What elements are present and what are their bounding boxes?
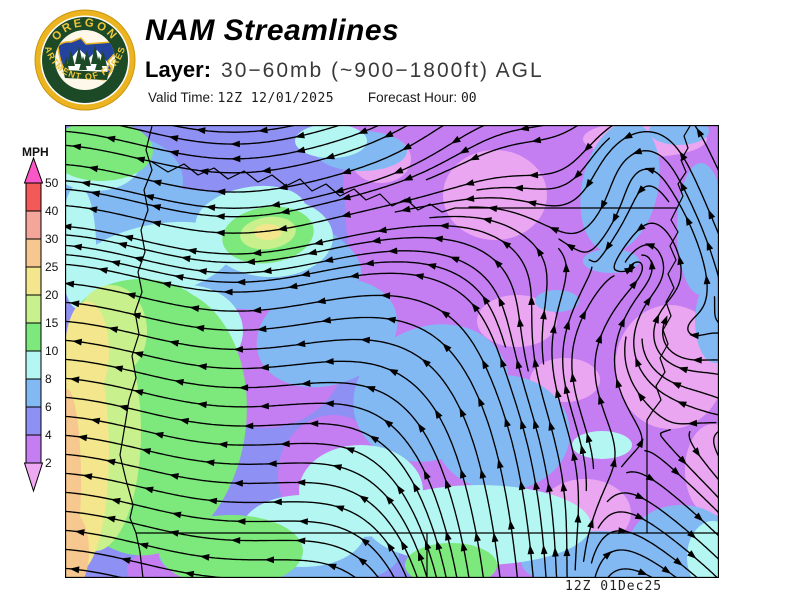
streamline-arrowheads (65, 125, 716, 578)
legend-segment (25, 238, 42, 268)
legend-tick-label: 4 (45, 428, 52, 442)
legend-under-arrow (23, 462, 44, 493)
page-title: NAM Streamlines (145, 14, 400, 47)
legend-segment (25, 378, 42, 408)
forecast-hour-label: Forecast Hour: (367, 90, 458, 105)
map-timestamp: 12Z 01Dec25 (565, 579, 663, 594)
legend-tick-label: 25 (45, 260, 59, 274)
wind-speed-field (65, 125, 719, 578)
forecast-hour-value: 00 (460, 91, 477, 106)
logo-scene (57, 37, 115, 81)
valid-time-label: Valid Time: (148, 90, 214, 105)
legend-tick-label: 15 (45, 316, 59, 330)
legend-segment (25, 182, 42, 212)
legend-title: MPH (22, 145, 49, 159)
streamline-map (65, 125, 719, 578)
logo-ground (63, 70, 109, 80)
legend-tick-label: 6 (45, 400, 52, 414)
legend-tick-label: 40 (45, 204, 59, 218)
wind-speed-legend: MPH 50 40 30 25 20 15 10 8 6 4 2 (22, 145, 59, 493)
logo-trees (63, 45, 107, 70)
legend-tick-label: 50 (45, 176, 59, 190)
layer-label: Layer: (145, 57, 212, 82)
legend-segment (25, 406, 42, 436)
legend-tick-label: 20 (45, 288, 59, 302)
legend-tick-label: 30 (45, 232, 59, 246)
valid-time-value: 12Z 12/01/2025 (217, 91, 335, 106)
legend-segment (25, 434, 42, 464)
valid-time-line: Valid Time: 12Z 12/01/2025 Forecast Hour… (148, 90, 477, 106)
legend-tick-label: 2 (45, 456, 52, 470)
legend-segment (25, 350, 42, 380)
legend-tick-label: 10 (45, 344, 59, 358)
layer-line: Layer: 30−60mb (~900−1800ft) AGL (145, 57, 544, 83)
legend-tick-label: 8 (45, 372, 52, 386)
legend-over-arrow (23, 156, 44, 184)
legend-segment (25, 322, 42, 352)
map-border (65, 125, 719, 578)
odf-logo: OREGON DEPARTMENT OF FORESTRY (33, 8, 136, 111)
legend-segment (25, 266, 42, 296)
layer-value: 30−60mb (~900−1800ft) AGL (221, 59, 544, 82)
legend-segment (25, 294, 42, 324)
legend-segment (25, 210, 42, 240)
